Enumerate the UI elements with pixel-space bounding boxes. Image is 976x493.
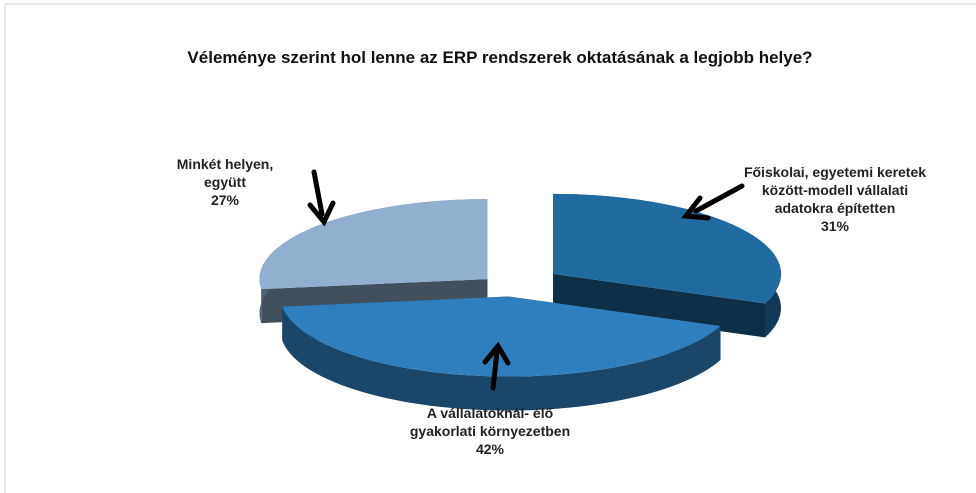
- pie: [259, 193, 781, 411]
- arrows: [307, 169, 745, 391]
- category-label: Minkét helyen, együtt: [176, 156, 274, 190]
- slice-label: Főiskolai, egyetemi keretek között-model…: [735, 163, 935, 235]
- slice: [282, 296, 721, 377]
- value-label: 27%: [210, 192, 240, 208]
- category-label: A vállalatoknál- élő gyakorlati környeze…: [409, 405, 571, 439]
- arrow: [693, 183, 745, 214]
- chart-title: Véleménye szerint hol lenne az ERP rends…: [187, 48, 813, 67]
- slice-side: [282, 306, 721, 411]
- slice: [553, 193, 781, 304]
- arrow-head: [482, 341, 511, 366]
- value-label: 42%: [475, 441, 505, 457]
- arrow-head: [307, 200, 336, 227]
- arrow: [490, 349, 500, 391]
- arrow: [311, 169, 325, 217]
- slice-wall: [553, 273, 765, 338]
- slice-label: A vállalatoknál- élő gyakorlati környeze…: [400, 404, 580, 458]
- slice-label: Minkét helyen, együtt 27%: [165, 155, 285, 209]
- arrow-head: [681, 195, 711, 221]
- value-label: 31%: [820, 218, 850, 234]
- category-label: Főiskolai, egyetemi keretek között-model…: [743, 164, 927, 216]
- slice: [259, 199, 488, 290]
